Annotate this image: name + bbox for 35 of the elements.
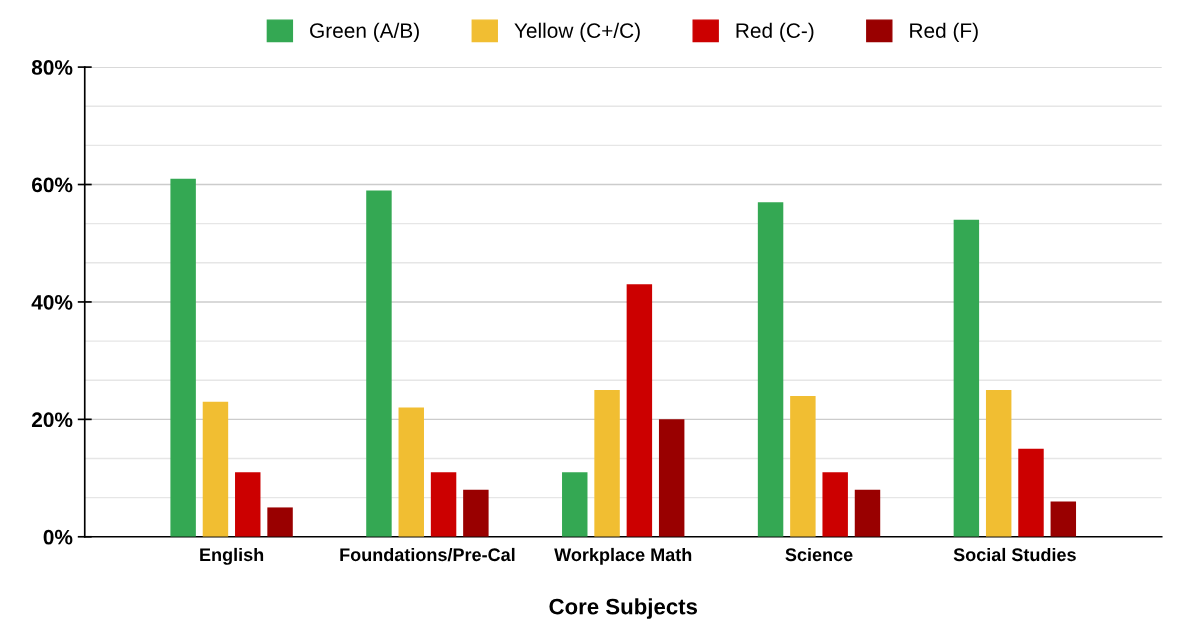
bar	[1050, 501, 1077, 537]
y-tick-label: 20%	[31, 412, 73, 428]
bar	[790, 395, 816, 537]
legend-label: Red (C-)	[736, 22, 814, 43]
x-tick-label: Social Studies	[953, 547, 1076, 562]
y-tick-label: 80%	[31, 60, 73, 75]
y-tick-label: 40%	[31, 294, 73, 310]
bar	[626, 284, 653, 537]
y-tick-label: 60%	[32, 177, 73, 193]
x-tick-label: Workplace Math	[554, 547, 692, 565]
bar	[822, 472, 848, 537]
bar	[854, 489, 881, 537]
x-tick-label: English	[200, 547, 264, 565]
bar	[235, 472, 261, 537]
x-tick-label: Science	[785, 547, 853, 562]
bar	[398, 407, 424, 537]
bar	[594, 390, 620, 537]
bar	[1018, 448, 1044, 537]
bar	[430, 472, 457, 537]
bar	[757, 202, 784, 537]
legend-label: Red (F)	[910, 22, 978, 43]
bar	[366, 190, 392, 537]
legend-label: Yellow (C+/C)	[514, 22, 640, 43]
bar	[267, 507, 293, 537]
bar	[985, 390, 1012, 537]
bar	[953, 219, 980, 537]
x-tick-label: Foundations/Pre-Cal	[340, 547, 515, 562]
legend-label: Green (A/B)	[310, 22, 419, 43]
bar	[202, 401, 229, 537]
bar	[562, 472, 588, 537]
bar	[658, 419, 685, 537]
x-axis-title: Core Subjects	[549, 598, 698, 619]
bar	[463, 489, 489, 537]
y-tick-label: 0%	[43, 529, 73, 545]
bar	[170, 178, 196, 537]
